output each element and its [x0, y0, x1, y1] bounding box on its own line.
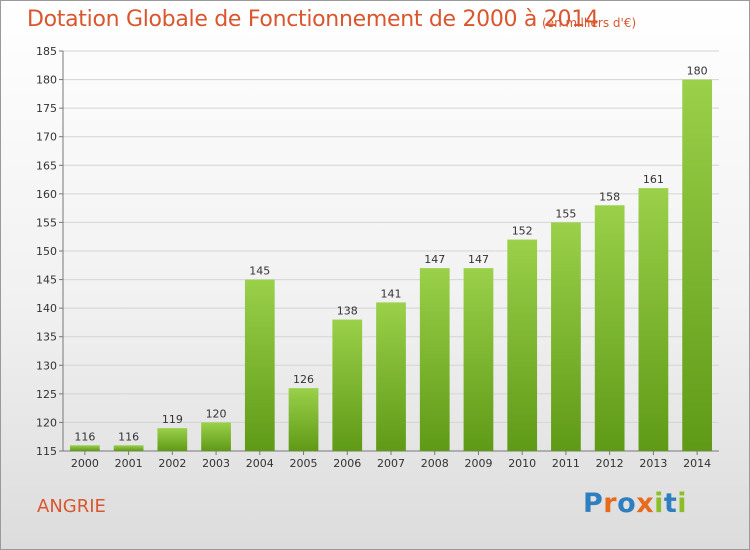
- x-tick-label: 2001: [115, 457, 143, 470]
- y-tick-label: 115: [36, 445, 57, 458]
- x-tick-label: 2000: [71, 457, 99, 470]
- data-label: 141: [381, 287, 402, 300]
- y-tick-label: 170: [36, 131, 57, 144]
- data-label: 161: [643, 173, 664, 186]
- bar: [638, 188, 669, 451]
- x-tick-label: 2011: [552, 457, 580, 470]
- data-label: 147: [468, 253, 489, 266]
- bar: [113, 445, 144, 451]
- bar: [376, 302, 406, 451]
- data-label: 155: [555, 207, 576, 220]
- y-tick-label: 125: [36, 388, 57, 401]
- y-tick-label: 160: [36, 188, 57, 201]
- data-label: 119: [162, 413, 183, 426]
- y-tick-label: 145: [36, 274, 57, 287]
- x-tick-label: 2008: [421, 457, 449, 470]
- data-labels: 116 116 119 120 145 126 138 141 147 147 152 155 158 1…: [74, 65, 707, 444]
- bar: [419, 268, 450, 451]
- x-tick-label: 2002: [158, 457, 186, 470]
- bar: [244, 279, 275, 451]
- data-label: 158: [599, 190, 620, 203]
- bar: [463, 268, 494, 451]
- data-label: 116: [74, 430, 95, 443]
- bar: [332, 319, 363, 451]
- x-tick-label: 2010: [508, 457, 536, 470]
- bar: [551, 222, 581, 451]
- x-tick-label: 2007: [377, 457, 405, 470]
- data-label: 145: [249, 265, 270, 278]
- chart-title: Dotation Globale de Fonctionnement de 20…: [27, 7, 599, 32]
- chart-unit-label: (en milliers d'€): [542, 16, 637, 30]
- x-tick-label: 2004: [246, 457, 274, 470]
- y-tick-label: 140: [36, 302, 57, 315]
- y-tick-label: 150: [36, 245, 57, 258]
- bar: [507, 239, 538, 451]
- data-label: 152: [512, 225, 533, 238]
- bar: [69, 445, 100, 451]
- y-tick-label: 135: [36, 331, 57, 344]
- bar: [201, 422, 231, 451]
- x-tick-label: 2012: [596, 457, 624, 470]
- y-tick-label: 155: [36, 216, 57, 229]
- y-tick-label: 180: [36, 74, 57, 87]
- bar: [288, 388, 319, 451]
- x-tick-label: 2005: [290, 457, 318, 470]
- y-tick-label: 120: [36, 416, 57, 429]
- y-tick-label: 185: [36, 45, 57, 58]
- bar: [157, 428, 188, 451]
- x-tick-label: 2014: [683, 457, 711, 470]
- proxiti-logo: Proxiti: [583, 488, 688, 519]
- data-label: 126: [293, 373, 314, 386]
- y-tick-labels: 115 120 125 130 135 140 145 150 155 160 165 170 175 1…: [36, 45, 57, 458]
- bar: [682, 79, 713, 452]
- data-label: 147: [424, 253, 445, 266]
- bar: [594, 205, 625, 451]
- data-label: 138: [337, 305, 358, 318]
- y-tick-label: 165: [36, 159, 57, 172]
- commune-name: ANGRIE: [37, 496, 106, 517]
- x-tick-label: 2003: [202, 457, 230, 470]
- data-label: 120: [206, 407, 227, 420]
- x-tick-labels: 2000 2001 2002 2003 2004 2005 2006 2007 2008 2009…: [71, 451, 711, 470]
- y-tick-label: 175: [36, 102, 57, 115]
- bars: [69, 79, 713, 452]
- x-tick-label: 2009: [464, 457, 492, 470]
- x-tick-label: 2006: [333, 457, 361, 470]
- data-label: 116: [118, 430, 139, 443]
- data-label: 180: [687, 65, 708, 78]
- y-tick-label: 130: [36, 359, 57, 372]
- x-tick-label: 2013: [639, 457, 667, 470]
